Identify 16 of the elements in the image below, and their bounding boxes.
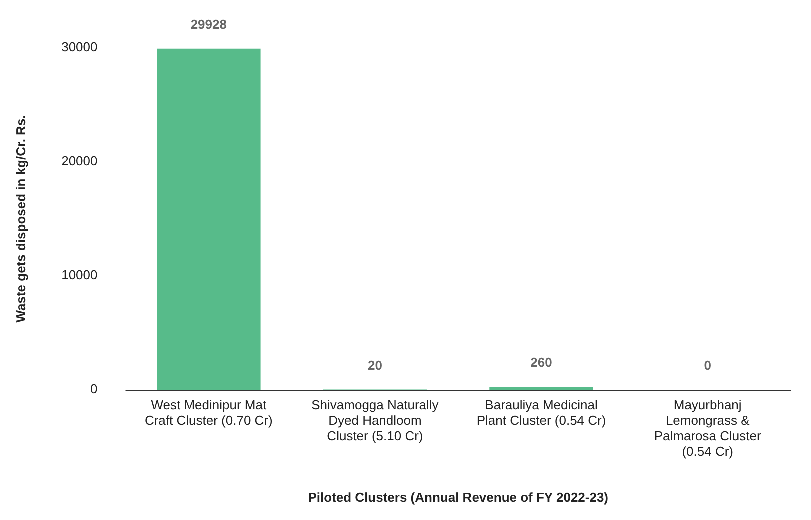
data-label: 260 — [530, 355, 552, 370]
y-tick-label: 10000 — [62, 268, 98, 283]
x-tick-label: Barauliya Medicinal Plant Cluster (0.54 Cr) — [476, 397, 606, 428]
data-label: 29928 — [190, 16, 227, 32]
y-tick-label: 0 — [90, 382, 98, 397]
data-label: 0 — [704, 358, 712, 373]
x-tick-label: West Medinipur Mat Craft Cluster (0.70 Cr) — [144, 397, 273, 428]
bar — [157, 48, 261, 390]
y-tick-label: 20000 — [62, 154, 98, 169]
x-axis-title: Piloted Clusters (Annual Revenue of FY 2022-23) — [308, 490, 609, 505]
data-label: 20 — [368, 358, 382, 373]
y-tick-label: 30000 — [62, 40, 98, 55]
x-tick-label: Shivamogga Naturally Dyed Handloom Cluster (5.10 Cr) — [312, 397, 440, 444]
x-tick-label: Mayurbhanj Lemongrass & Palmarosa Cluster (0.54 Cr) — [654, 397, 762, 460]
y-axis-title: Waste gets disposed in kg/Cr. Rs. — [13, 115, 28, 323]
bar — [490, 387, 594, 390]
